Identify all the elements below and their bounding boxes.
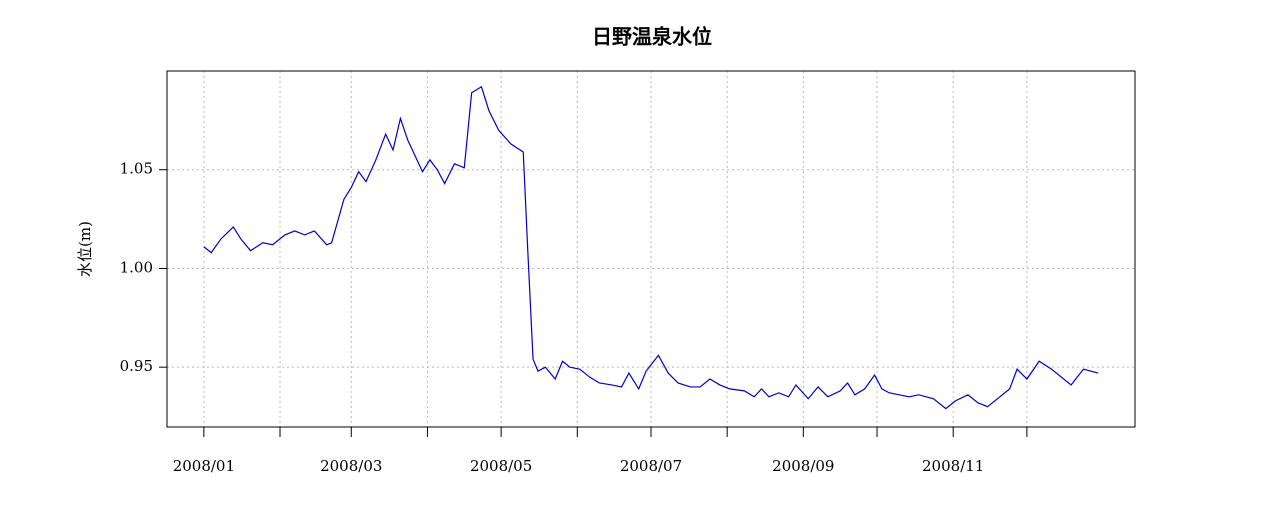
x-tick-label: 2008/11 bbox=[922, 457, 984, 475]
y-axis-label: 水位(m) bbox=[76, 221, 94, 277]
x-tick-label: 2008/03 bbox=[320, 457, 382, 475]
data-line bbox=[203, 85, 1099, 410]
y-tick-label: 1.05 bbox=[120, 160, 153, 178]
chart-title: 日野温泉水位 bbox=[592, 25, 712, 49]
x-tick-label: 2008/07 bbox=[620, 457, 682, 475]
plot-frame bbox=[166, 70, 1136, 428]
x-tick-label: 2008/09 bbox=[772, 457, 834, 475]
x-tick-label: 2008/01 bbox=[173, 457, 235, 475]
y-tick-label: 0.95 bbox=[120, 357, 153, 375]
x-tick-label: 2008/05 bbox=[470, 457, 532, 475]
y-tick-label: 1.00 bbox=[120, 258, 153, 276]
